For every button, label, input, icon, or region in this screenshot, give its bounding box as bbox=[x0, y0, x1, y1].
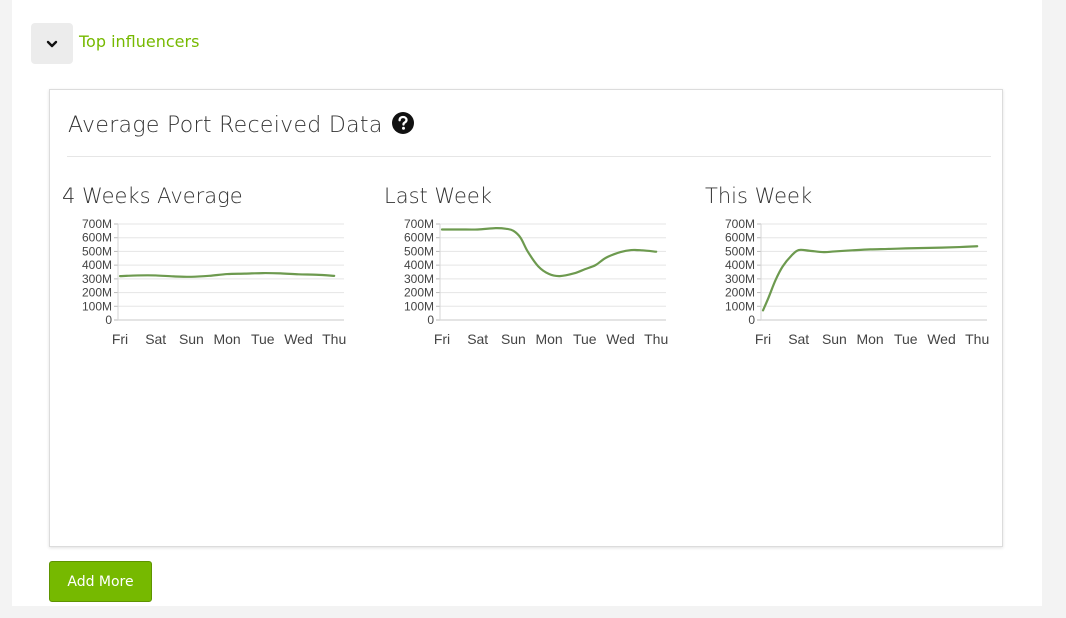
y-tick-label: 200M bbox=[725, 286, 755, 300]
y-tick-label: 500M bbox=[404, 244, 434, 258]
x-tick-label: Fri bbox=[112, 331, 128, 346]
y-tick-label: 400M bbox=[404, 258, 434, 272]
x-tick-label: Wed bbox=[927, 331, 956, 346]
series-line bbox=[118, 271, 336, 278]
x-tick-label: Wed bbox=[606, 331, 635, 346]
x-tick-label: Thu bbox=[322, 331, 346, 346]
chart-title: 4 Weeks Average bbox=[62, 184, 243, 208]
y-tick-label: 100M bbox=[404, 299, 434, 313]
y-tick-label: 400M bbox=[82, 258, 112, 272]
x-tick-label: Mon bbox=[535, 331, 562, 346]
x-tick-label: Sat bbox=[788, 331, 809, 346]
y-tick-label: 300M bbox=[404, 272, 434, 286]
question-circle-icon[interactable] bbox=[391, 111, 415, 139]
collapse-toggle-button[interactable] bbox=[31, 23, 73, 64]
add-more-button[interactable]: Add More bbox=[49, 561, 152, 602]
y-tick-label: 700M bbox=[404, 217, 434, 231]
x-tick-label: Thu bbox=[965, 331, 989, 346]
y-tick-label: 600M bbox=[404, 231, 434, 245]
card-header: Average Port Received Data bbox=[68, 110, 415, 140]
x-tick-label: Sun bbox=[501, 331, 526, 346]
x-tick-label: Tue bbox=[894, 331, 918, 346]
x-tick-label: Fri bbox=[434, 331, 450, 346]
y-tick-label: 0 bbox=[105, 313, 112, 327]
y-tick-label: 400M bbox=[725, 258, 755, 272]
x-tick-label: Tue bbox=[573, 331, 597, 346]
x-tick-label: Wed bbox=[284, 331, 313, 346]
x-tick-label: Sun bbox=[179, 331, 204, 346]
y-tick-label: 700M bbox=[82, 217, 112, 231]
y-tick-label: 700M bbox=[725, 217, 755, 231]
chart-title: Last Week bbox=[384, 184, 492, 208]
y-tick-label: 100M bbox=[725, 299, 755, 313]
series-line bbox=[761, 245, 979, 312]
y-tick-label: 200M bbox=[82, 286, 112, 300]
y-tick-label: 500M bbox=[725, 244, 755, 258]
y-tick-label: 600M bbox=[82, 231, 112, 245]
y-tick-label: 300M bbox=[725, 272, 755, 286]
x-tick-label: Mon bbox=[213, 331, 240, 346]
y-tick-label: 500M bbox=[82, 244, 112, 258]
x-tick-label: Sat bbox=[467, 331, 488, 346]
y-tick-label: 100M bbox=[82, 299, 112, 313]
top-influencers-link[interactable]: Top influencers bbox=[79, 32, 200, 51]
y-tick-label: 0 bbox=[427, 313, 434, 327]
page: Top influencers Average Port Received Da… bbox=[12, 0, 1042, 606]
x-tick-label: Mon bbox=[856, 331, 883, 346]
x-tick-label: Tue bbox=[251, 331, 275, 346]
x-tick-label: Sun bbox=[822, 331, 847, 346]
card-title: Average Port Received Data bbox=[68, 112, 383, 138]
chevron-down-icon bbox=[46, 40, 58, 47]
y-tick-label: 300M bbox=[82, 272, 112, 286]
chart-title: This Week bbox=[705, 184, 813, 208]
card-divider bbox=[67, 156, 991, 157]
y-tick-label: 200M bbox=[404, 286, 434, 300]
series-line bbox=[440, 226, 658, 278]
y-tick-label: 0 bbox=[748, 313, 755, 327]
x-tick-label: Sat bbox=[145, 331, 166, 346]
y-tick-label: 600M bbox=[725, 231, 755, 245]
x-tick-label: Fri bbox=[755, 331, 771, 346]
x-tick-label: Thu bbox=[644, 331, 668, 346]
average-port-received-data-card: Average Port Received Data 4 Weeks Avera… bbox=[49, 89, 1003, 547]
